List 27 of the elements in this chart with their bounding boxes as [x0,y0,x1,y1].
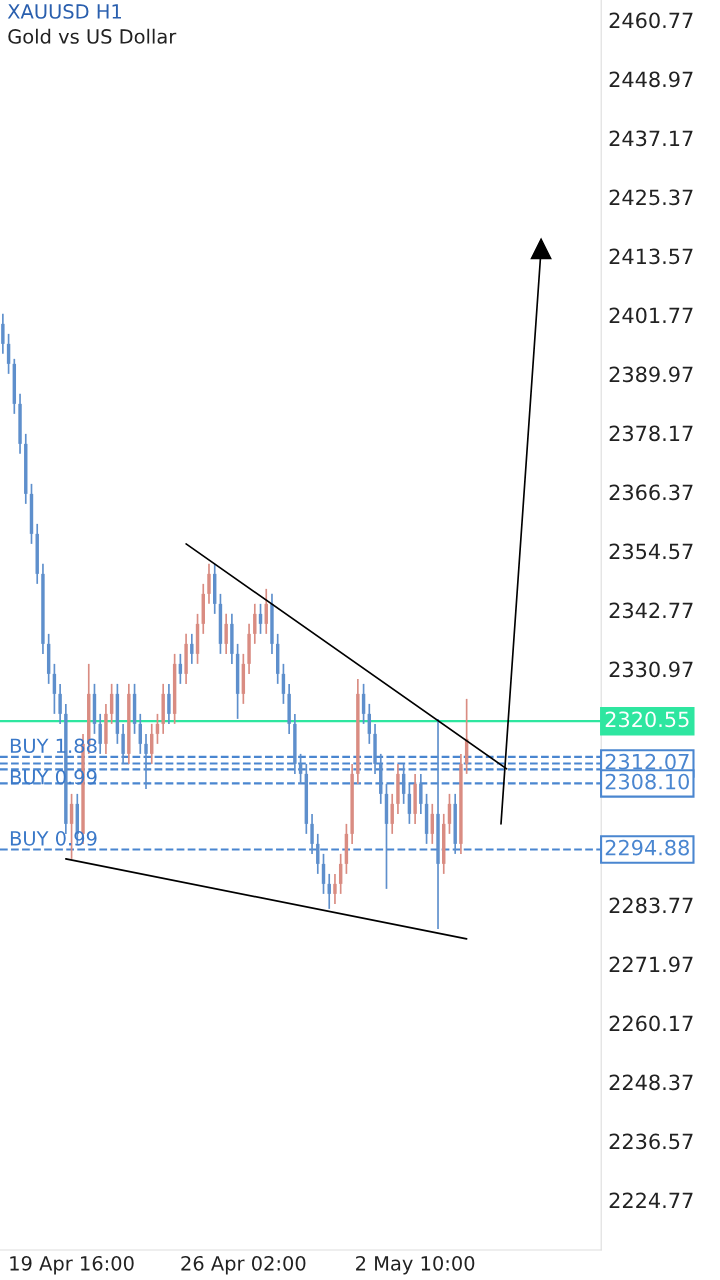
y-tick-label: 2389.97 [609,366,693,383]
y-tick-label: 2378.17 [609,425,693,442]
y-tick-label: 2413.57 [609,248,693,265]
ref-line-label: 2294.88 [605,839,689,856]
ref-line-label: 2308.10 [605,773,689,790]
y-tick-label: 2425.37 [609,189,693,206]
chart-title: XAUUSD H1 [7,4,121,19]
y-tick-label: 2460.77 [609,12,693,29]
y-tick-label: 2283.77 [609,897,693,914]
text: Gold vs US Dollar [8,28,177,44]
y-tick-label: 2401.77 [609,307,693,324]
x-tick-label: 26 Apr 02:00 [181,1255,306,1275]
y-tick-label: 2448.97 [609,71,693,88]
y-tick-label: 2354.57 [609,543,693,560]
y-tick-label: 2330.97 [609,661,693,678]
y-tick-label: 2236.57 [609,1133,693,1150]
ref-line-label: 2312.07 [605,753,689,770]
y-tick-label: 2271.97 [609,956,693,973]
ref-line-label: 2320.55 [605,711,689,728]
y-tick-label: 2437.17 [609,130,693,147]
x-tick-label: 19 Apr 16:00 [10,1255,134,1275]
y-tick-label: 2260.17 [609,1015,693,1032]
y-tick-label: 2342.77 [609,602,693,619]
x-tick-label: 2 May 10:00 [356,1255,475,1275]
y-tick-label: 2248.37 [609,1074,693,1091]
y-tick-label: 2224.77 [609,1192,693,1208]
y-tick-label: 2366.37 [609,484,693,501]
